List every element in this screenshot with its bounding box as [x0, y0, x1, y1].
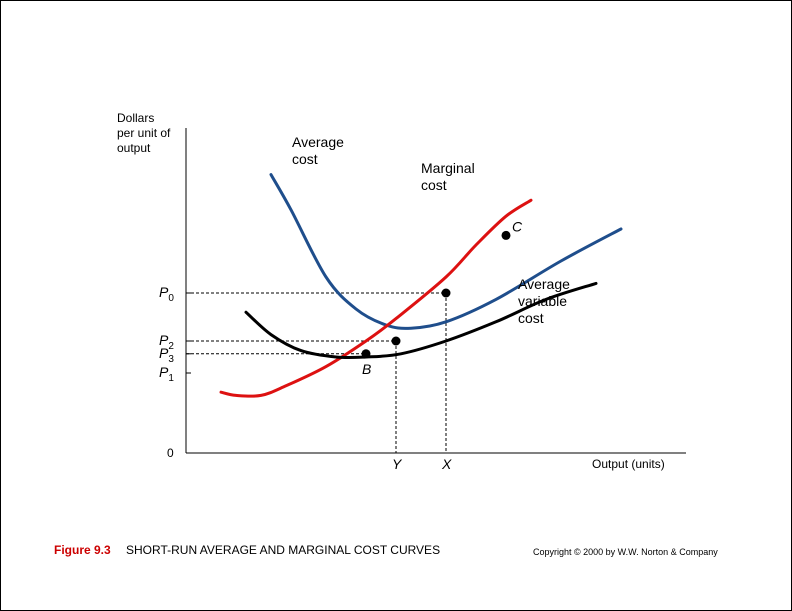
y-tick-label-P2: P2 [159, 332, 174, 352]
y-axis-label-line-3: output [117, 141, 151, 155]
figure-title: SHORT-RUN AVERAGE AND MARGINAL COST CURV… [126, 543, 441, 557]
x-axis-label: Output (units) [592, 457, 665, 471]
x-tick-label-Y: Y [392, 456, 403, 472]
x-tick-label-X: X [441, 456, 452, 472]
marginal-cost-curve-label-line-1: Marginal [421, 160, 475, 176]
point-label-B: B [362, 361, 371, 377]
average-variable-cost-curve-label-line-3: cost [518, 310, 544, 326]
average-cost-curve [269, 173, 623, 330]
average-variable-cost-curve [244, 281, 598, 360]
average-cost-curve-label-line-1: Average [292, 134, 344, 150]
marginal-cost-curve [219, 198, 533, 398]
curve-point-3 [441, 288, 451, 298]
figure-number: Figure 9.3 [54, 543, 111, 557]
curve-point-C [501, 230, 511, 240]
curve-point-2 [391, 336, 401, 346]
origin-label: 0 [167, 446, 174, 460]
copyright-notice: Copyright © 2000 by W.W. Norton & Compan… [533, 547, 718, 557]
point-label-C: C [512, 218, 523, 234]
y-tick-label-P1: P1 [159, 364, 174, 384]
y-axis-label-line-2: per unit of [117, 126, 171, 140]
average-cost-curve-label-line-2: cost [292, 151, 318, 167]
y-tick-label-P0: P0 [159, 284, 174, 304]
curve-point-B [361, 349, 371, 359]
y-tick-label-P3: P3 [159, 345, 174, 365]
marginal-cost-curve-label-line-2: cost [421, 177, 447, 193]
average-variable-cost-curve-label-line-2: variable [518, 293, 567, 309]
y-axis-label-line-1: Dollars [117, 111, 155, 125]
average-variable-cost-curve-label-line-1: Average [518, 276, 570, 292]
